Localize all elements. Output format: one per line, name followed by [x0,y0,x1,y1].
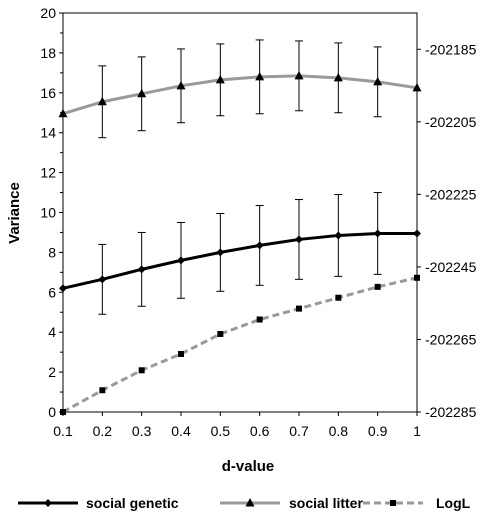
x-tick-label: 0.5 [211,423,231,439]
y2-tick-label: -202265 [425,331,477,347]
series-layer [59,40,422,415]
y-tick-label: 12 [40,165,56,181]
data-point-social-genetic [138,265,146,273]
x-tick-label: 0.1 [53,423,73,439]
legend-item-logl: LogL [363,495,471,511]
legend-marker-social-genetic [44,499,52,507]
data-point-logl [217,331,223,337]
series-social-litter [59,71,422,117]
y-tick-label: 0 [48,404,56,420]
data-point-social-genetic [98,275,106,283]
y2-tick-label: -202245 [425,259,477,275]
plot-frame [63,13,417,412]
legend-item-social-genetic: social genetic [18,495,179,511]
legend-label-social-genetic: social genetic [86,495,179,511]
legend-marker-logl [390,500,396,506]
x-tick-label: 0.9 [368,423,388,439]
x-tick-label: 0.6 [250,423,270,439]
y-tick-label: 8 [48,244,56,260]
x-tick-label: 0.8 [329,423,349,439]
series-line-logl [63,278,417,412]
y-tick-label: 16 [40,85,56,101]
axes: 0 2 4 6 8 10 12 14 16 18 20 -202285 -202265 -202245 -2… [40,5,476,439]
data-point-logl [99,387,105,393]
y2-tick-label: -202285 [425,404,477,420]
y2-tick-label: -202185 [425,41,477,57]
series-line-social-litter [63,76,417,114]
data-point-logl [375,284,381,290]
data-point-logl [178,351,184,357]
legend-label-logl: LogL [436,495,471,511]
y2-tick-label: -202205 [425,114,477,130]
y2-tick-label: -202225 [425,186,477,202]
legend: social genetic social litter LogL [18,495,471,511]
series-line-social-genetic [63,233,417,288]
data-point-social-genetic [374,229,382,237]
data-point-social-genetic [59,284,67,292]
x-tick-label: 0.2 [93,423,113,439]
y-tick-label: 14 [40,125,56,141]
data-point-logl [414,275,420,281]
data-point-logl [335,295,341,301]
data-point-social-genetic [295,235,303,243]
y-tick-label: 2 [48,364,56,380]
y-tick-label: 6 [48,284,56,300]
y-tick-label: 20 [40,5,56,21]
x-tick-label: 0.3 [132,423,152,439]
x-axis-title: d-value [222,458,275,475]
series-logl [60,275,420,415]
x-tick-label: 0.7 [289,423,309,439]
error-bars-social-litter [98,40,381,138]
data-point-logl [139,367,145,373]
y-tick-label: 10 [40,205,56,221]
plot-area [63,13,417,412]
y-axis-title: Variance [6,182,23,244]
data-point-logl [296,306,302,312]
data-point-logl [257,317,263,323]
data-point-social-genetic [216,248,224,256]
data-point-social-genetic [413,229,421,237]
y-tick-label: 18 [40,45,56,61]
legend-label-social-litter: social litter [289,495,363,511]
data-point-social-genetic [177,256,185,264]
x-tick-label: 1 [413,423,421,439]
data-point-logl [60,409,66,415]
legend-item-social-litter: social litter [220,495,363,511]
data-point-social-genetic [334,231,342,239]
x-tick-label: 0.4 [171,423,191,439]
y-tick-label: 4 [48,324,56,340]
series-social-genetic [59,229,421,292]
data-point-social-genetic [256,241,264,249]
